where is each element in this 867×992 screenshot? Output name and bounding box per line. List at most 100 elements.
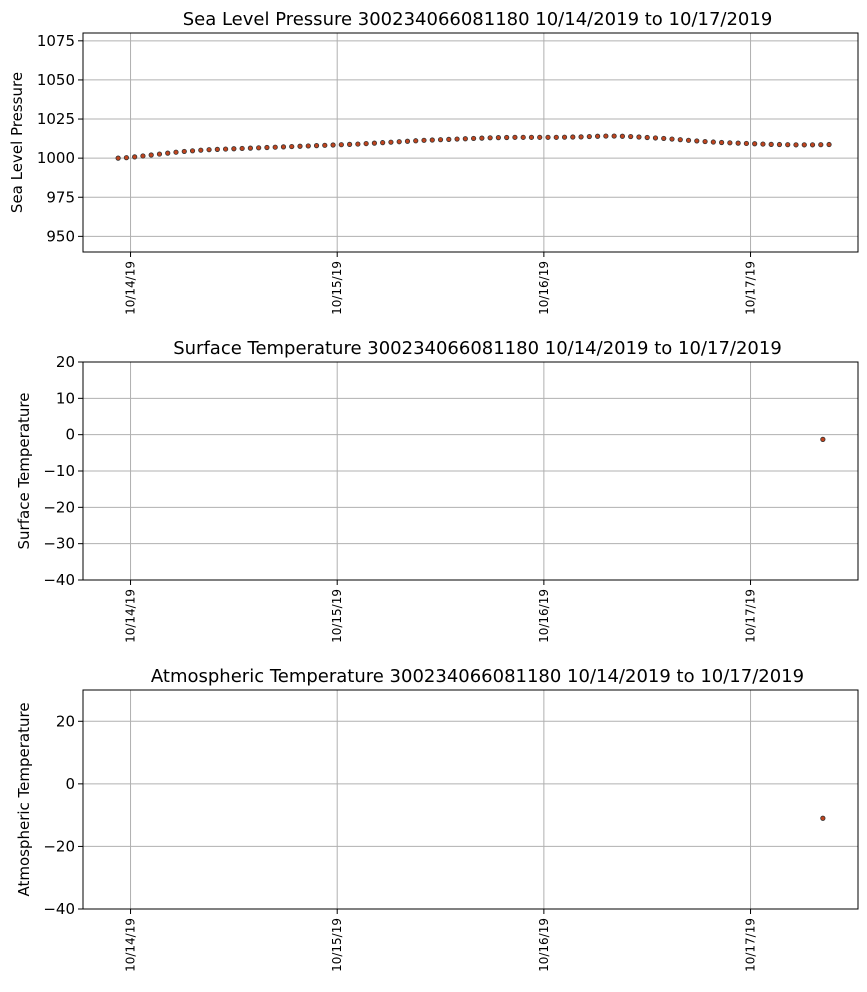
data-point [760,141,766,147]
data-point [388,139,394,145]
data-point [338,142,344,148]
data-point [272,144,278,150]
data-point [636,134,642,140]
data-point [710,139,716,145]
data-point [165,150,171,156]
data-point [528,134,535,140]
data-point [454,136,460,142]
data-point [619,133,626,139]
data-point [570,134,576,140]
data-point [504,134,510,141]
data-point [305,143,311,149]
data-point [644,134,650,141]
data-point [289,143,295,150]
data-point [206,147,212,153]
data-point [363,140,369,147]
data-point [487,135,493,141]
x-tick-label: 10/14/19 [124,589,138,643]
data-point [785,142,791,148]
data-point [231,146,237,152]
data-point [776,141,783,148]
data-point [371,140,377,146]
data-point [148,152,154,158]
chart-panel-1: 950 975 1000 1025 1050 1075 10/14/19 10/15/19 10… [8,9,859,315]
data-point [512,134,518,140]
data-point [743,140,750,147]
data-point [520,134,526,140]
data-point [247,145,253,151]
y-tick-label: −40 [43,900,75,918]
data-point [462,136,468,142]
data-point [578,134,584,140]
data-point [322,142,328,148]
data-point [264,144,270,151]
data-point [446,136,452,142]
data-point [132,154,138,160]
data-point [404,138,411,144]
data-point [727,140,733,146]
data-point [801,142,807,148]
chart-panel-3: −40 −20 0 20 10/14/19 10/15/19 10/16/19 10/17/1… [15,666,859,972]
data-point [346,141,353,147]
x-tick-label: 10/16/19 [537,261,551,315]
x-tick-label: 10/15/19 [330,589,344,643]
chart-title: Sea Level Pressure 300234066081180 10/14… [183,9,773,30]
data-point [818,142,824,148]
data-point [115,155,121,161]
data-point [421,137,427,143]
data-point [355,141,361,147]
plot-frame [82,689,859,910]
y-tick-label: 0 [65,775,75,793]
data-point [820,436,826,442]
data-point [181,148,187,155]
data-point [380,140,386,146]
y-axis-label: Surface Temperature [15,393,33,550]
data-point [223,146,229,152]
data-point [198,147,204,153]
data-point [809,142,816,148]
data-point [820,815,826,821]
data-point [735,140,741,146]
data-point [280,144,287,150]
data-point [628,133,634,140]
y-tick-label: 1075 [37,32,75,50]
y-tick-label: 20 [56,353,75,371]
data-point [768,141,774,147]
y-tick-label: 1050 [37,71,75,89]
x-tick-label: 10/15/19 [330,261,344,315]
data-point [586,133,592,140]
data-point [156,151,163,157]
x-tick-label: 10/17/19 [744,261,758,315]
data-point [661,135,667,142]
chart-panel-2: −40 −30 −20 −10 0 10 20 10/14/19 10/15/19 10/16/1… [15,338,859,643]
x-tick-label: 10/17/19 [744,918,758,972]
data-point [594,133,601,139]
y-axis-label: Atmospheric Temperature [15,702,33,896]
y-tick-label: 20 [56,712,75,730]
data-point [702,138,708,145]
y-tick-label: 950 [46,227,75,245]
plot-frame [82,32,859,253]
x-tick-label: 10/14/19 [124,918,138,972]
data-point [189,148,196,154]
data-point [603,133,609,139]
x-tick-label: 10/14/19 [124,261,138,315]
x-tick-label: 10/16/19 [537,918,551,972]
data-point [611,133,617,139]
chart-title: Surface Temperature 300234066081180 10/1… [173,338,782,359]
data-point [685,137,692,143]
y-tick-label: −30 [43,535,75,553]
x-tick-label: 10/16/19 [537,589,551,643]
data-point [256,145,262,151]
data-point [123,155,130,161]
data-point [313,143,320,149]
chart-title: Atmospheric Temperature 300234066081180 … [151,666,804,687]
y-tick-label: 0 [65,426,75,444]
data-point [214,146,220,152]
y-tick-label: −20 [43,498,75,516]
data-point [677,137,683,143]
y-tick-label: −10 [43,462,75,480]
data-point [561,134,568,140]
data-point [470,135,477,142]
